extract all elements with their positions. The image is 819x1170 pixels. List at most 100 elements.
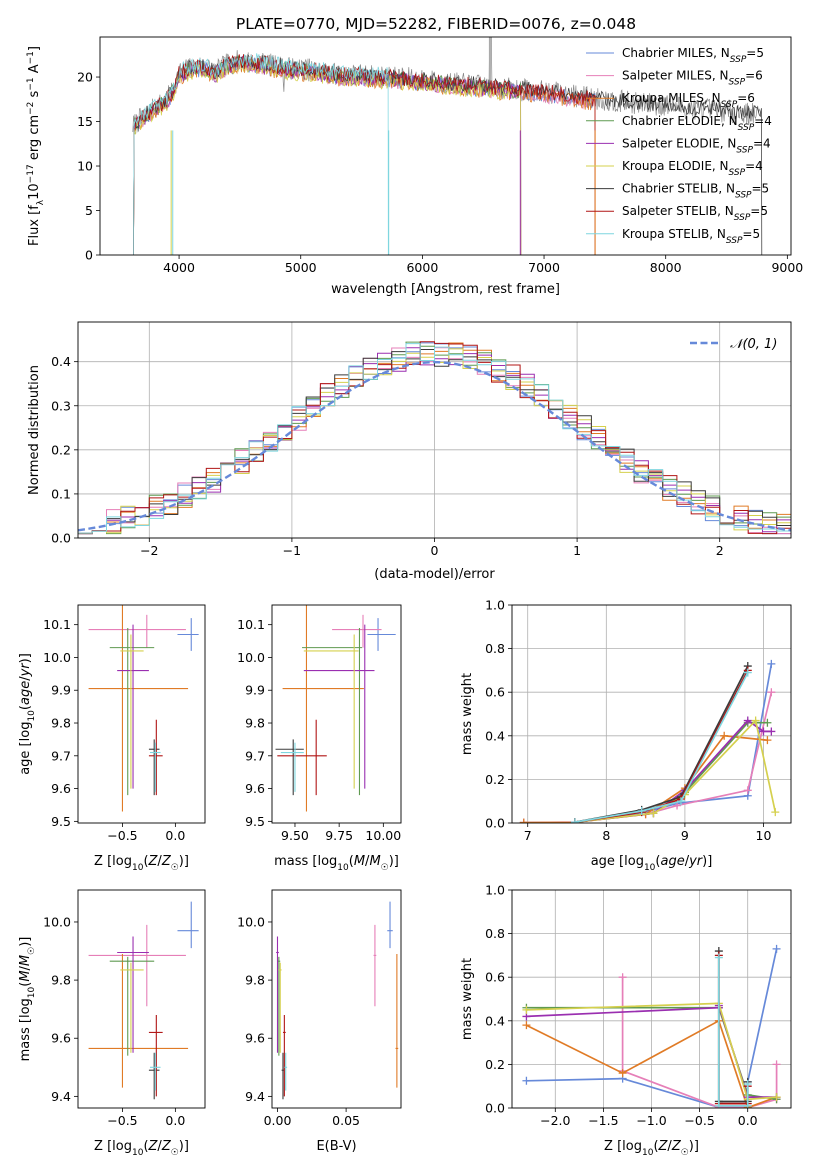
age-vs-Z-axes: −0.5 0.09.59.69.79.89.910.010.1Z [log10(Z… xyxy=(18,604,206,873)
legend-entry: Kroupa STELIB, NSSP=5 xyxy=(622,227,760,246)
age-vs-mass-x-axis-label: mass [log10(M/M☉)] xyxy=(274,854,399,873)
label-part: ] xyxy=(27,46,42,51)
y-tick-label: 0.4 xyxy=(485,728,505,743)
y-tick-label: 0.3 xyxy=(51,398,71,413)
residual-x-axis-label: (data-model)/error xyxy=(374,567,495,582)
label-part: Z [log xyxy=(94,854,132,869)
label-part: −1 xyxy=(26,77,36,90)
label-part: ( xyxy=(655,854,660,869)
label-part: )] xyxy=(18,937,33,947)
x-tick-label: −2.0 xyxy=(540,1113,570,1128)
fit-errorbar xyxy=(395,953,399,1088)
y-tick-label: 9.7 xyxy=(245,748,265,763)
fit-errorbar xyxy=(367,618,396,651)
fit-errorbar xyxy=(302,627,363,796)
x-tick-label: 10 xyxy=(756,828,772,843)
y-tick-label: 10.0 xyxy=(43,650,71,665)
label-part: Flux [f xyxy=(27,205,42,246)
label-part: ☉ xyxy=(171,863,179,873)
y-tick-label: 9.6 xyxy=(51,1031,71,1046)
mass-weight-vs-Z-plot-area xyxy=(522,944,781,1108)
weight-point-marker xyxy=(771,808,780,817)
axes-frame xyxy=(511,889,792,1109)
fit-errorbar xyxy=(120,962,144,1053)
weight-point-marker xyxy=(767,659,776,668)
age-vs-Z-x-axis-label: Z [log10(Z/Z☉)] xyxy=(94,854,189,873)
mass-vs-Z-y-axis-label: mass [log10(M/M☉)] xyxy=(18,937,37,1062)
axes-frame xyxy=(271,604,402,824)
legend-entry-normal: 𝒩(0, 1) xyxy=(730,337,777,352)
label-part: ☉ xyxy=(381,863,389,873)
x-tick-label: −1.5 xyxy=(588,1113,618,1128)
weight-point-marker xyxy=(772,1093,781,1102)
histogram-step-salpeter-stelib xyxy=(78,341,791,535)
x-tick-label: 7000 xyxy=(528,260,560,275)
weight-point-marker xyxy=(763,736,772,745)
label-part: =6 xyxy=(745,69,763,83)
label-part: age xyxy=(18,681,33,705)
label-part: =5 xyxy=(752,182,770,196)
legend-entry: Kroupa ELODIE, NSSP=4 xyxy=(622,159,763,178)
y-tick-label: 0 xyxy=(85,248,93,263)
label-part: / xyxy=(18,676,33,681)
label-part: Salpeter MILES, N xyxy=(622,69,729,83)
label-part: =5 xyxy=(746,46,764,60)
y-tick-label: 0.6 xyxy=(485,970,505,985)
label-part: =4 xyxy=(745,159,763,173)
label-part: erg cm xyxy=(27,115,42,164)
weight-point-marker xyxy=(522,1005,531,1014)
label-part: SSP xyxy=(726,236,743,246)
label-part: 10 xyxy=(132,1148,144,1158)
y-tick-label: 9.9 xyxy=(245,683,265,698)
y-tick-label: 0.2 xyxy=(485,772,505,787)
weight-point-marker xyxy=(714,953,723,962)
label-part: Chabrier MILES, N xyxy=(622,46,730,60)
label-part: age xyxy=(660,854,684,869)
x-tick-label: 2 xyxy=(716,543,724,558)
label-part: =4 xyxy=(753,136,771,150)
label-part: ( xyxy=(349,854,354,869)
label-part: / xyxy=(365,854,370,869)
fit-errorbar xyxy=(109,627,155,796)
y-tick-label: 9.4 xyxy=(51,1089,71,1104)
y-tick-label: 10.1 xyxy=(237,617,265,632)
weight-series xyxy=(570,668,752,823)
label-part: −1 xyxy=(26,51,36,64)
label-part: age [log xyxy=(591,854,644,869)
fit-errorbar xyxy=(88,924,186,1007)
fit-errorbar xyxy=(148,1052,160,1100)
y-tick-label: 0.8 xyxy=(485,641,505,656)
histogram-step-kroupa-stelib xyxy=(78,343,791,534)
weight-point-marker xyxy=(676,797,685,806)
label-part: )] xyxy=(18,653,33,663)
label-part: SSP xyxy=(721,100,738,110)
y-tick-label: 0.4 xyxy=(485,1013,505,1028)
y-tick-label: 20 xyxy=(77,70,93,85)
y-tick-label: 9.4 xyxy=(245,1089,265,1104)
y-tick-label: 10.0 xyxy=(237,914,265,929)
weight-line xyxy=(574,672,749,823)
label-part: SSP xyxy=(729,78,746,88)
mass-vs-Z-axes: −0.5 0.09.49.69.810.0Z [log10(Z/Z☉)]mass … xyxy=(18,889,206,1158)
fit-errorbar xyxy=(373,924,377,1007)
label-part: )] xyxy=(702,854,712,869)
label-part: 10 xyxy=(132,863,144,873)
label-part: ( xyxy=(143,854,148,869)
y-tick-label: 0.6 xyxy=(485,685,505,700)
weight-point-marker xyxy=(618,973,627,982)
label-part: yr xyxy=(688,854,704,869)
label-part: −17 xyxy=(26,164,36,183)
weight-point-marker xyxy=(618,1069,627,1078)
weight-point-marker xyxy=(714,1101,723,1108)
weight-point-marker xyxy=(743,1080,752,1089)
label-part: Z xyxy=(148,854,159,869)
fit-errorbar xyxy=(88,605,189,812)
weight-point-marker xyxy=(772,944,781,953)
label-part: )] xyxy=(389,854,399,869)
x-tick-label: −1.0 xyxy=(636,1113,666,1128)
y-tick-label: 10.0 xyxy=(237,650,265,665)
label-part: 10 xyxy=(27,710,37,722)
label-part: / xyxy=(157,1139,162,1154)
